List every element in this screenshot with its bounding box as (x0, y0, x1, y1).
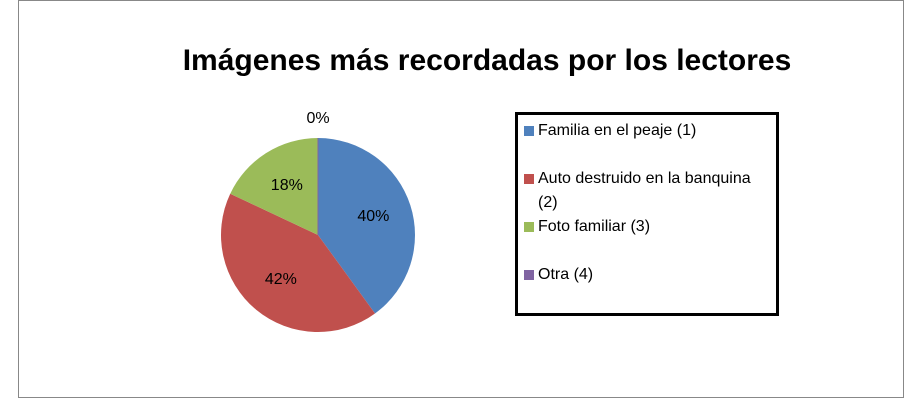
data-label: 0% (306, 110, 329, 127)
legend-label: Familia en el peaje (1) (538, 122, 697, 139)
legend-swatch (524, 222, 534, 232)
legend-item: Familia en el peaje (1) (524, 119, 768, 143)
chart-title: Imágenes más recordadas por los lectores (183, 44, 792, 77)
data-label: 18% (271, 177, 303, 194)
legend-swatch (524, 174, 534, 184)
pie-slice (230, 138, 318, 235)
legend-swatch (524, 126, 534, 136)
pie-slice (318, 138, 415, 314)
data-label: 42% (265, 271, 297, 288)
legend-label: Otra (4) (538, 266, 594, 283)
legend-item: Otra (4) (524, 263, 768, 287)
legend: Familia en el peaje (1) Auto destruido en… (515, 112, 779, 316)
legend-item: Foto familiar (3) (524, 215, 768, 239)
data-label: 40% (357, 208, 389, 225)
chart-frame (18, 0, 904, 398)
pie-slice (221, 193, 376, 333)
legend-label: Auto destruido en la banquina (2) (538, 170, 751, 211)
legend-swatch (524, 270, 534, 280)
legend-label: Foto familiar (3) (538, 218, 651, 235)
legend-item: Auto destruido en la banquina (2) (524, 167, 768, 215)
